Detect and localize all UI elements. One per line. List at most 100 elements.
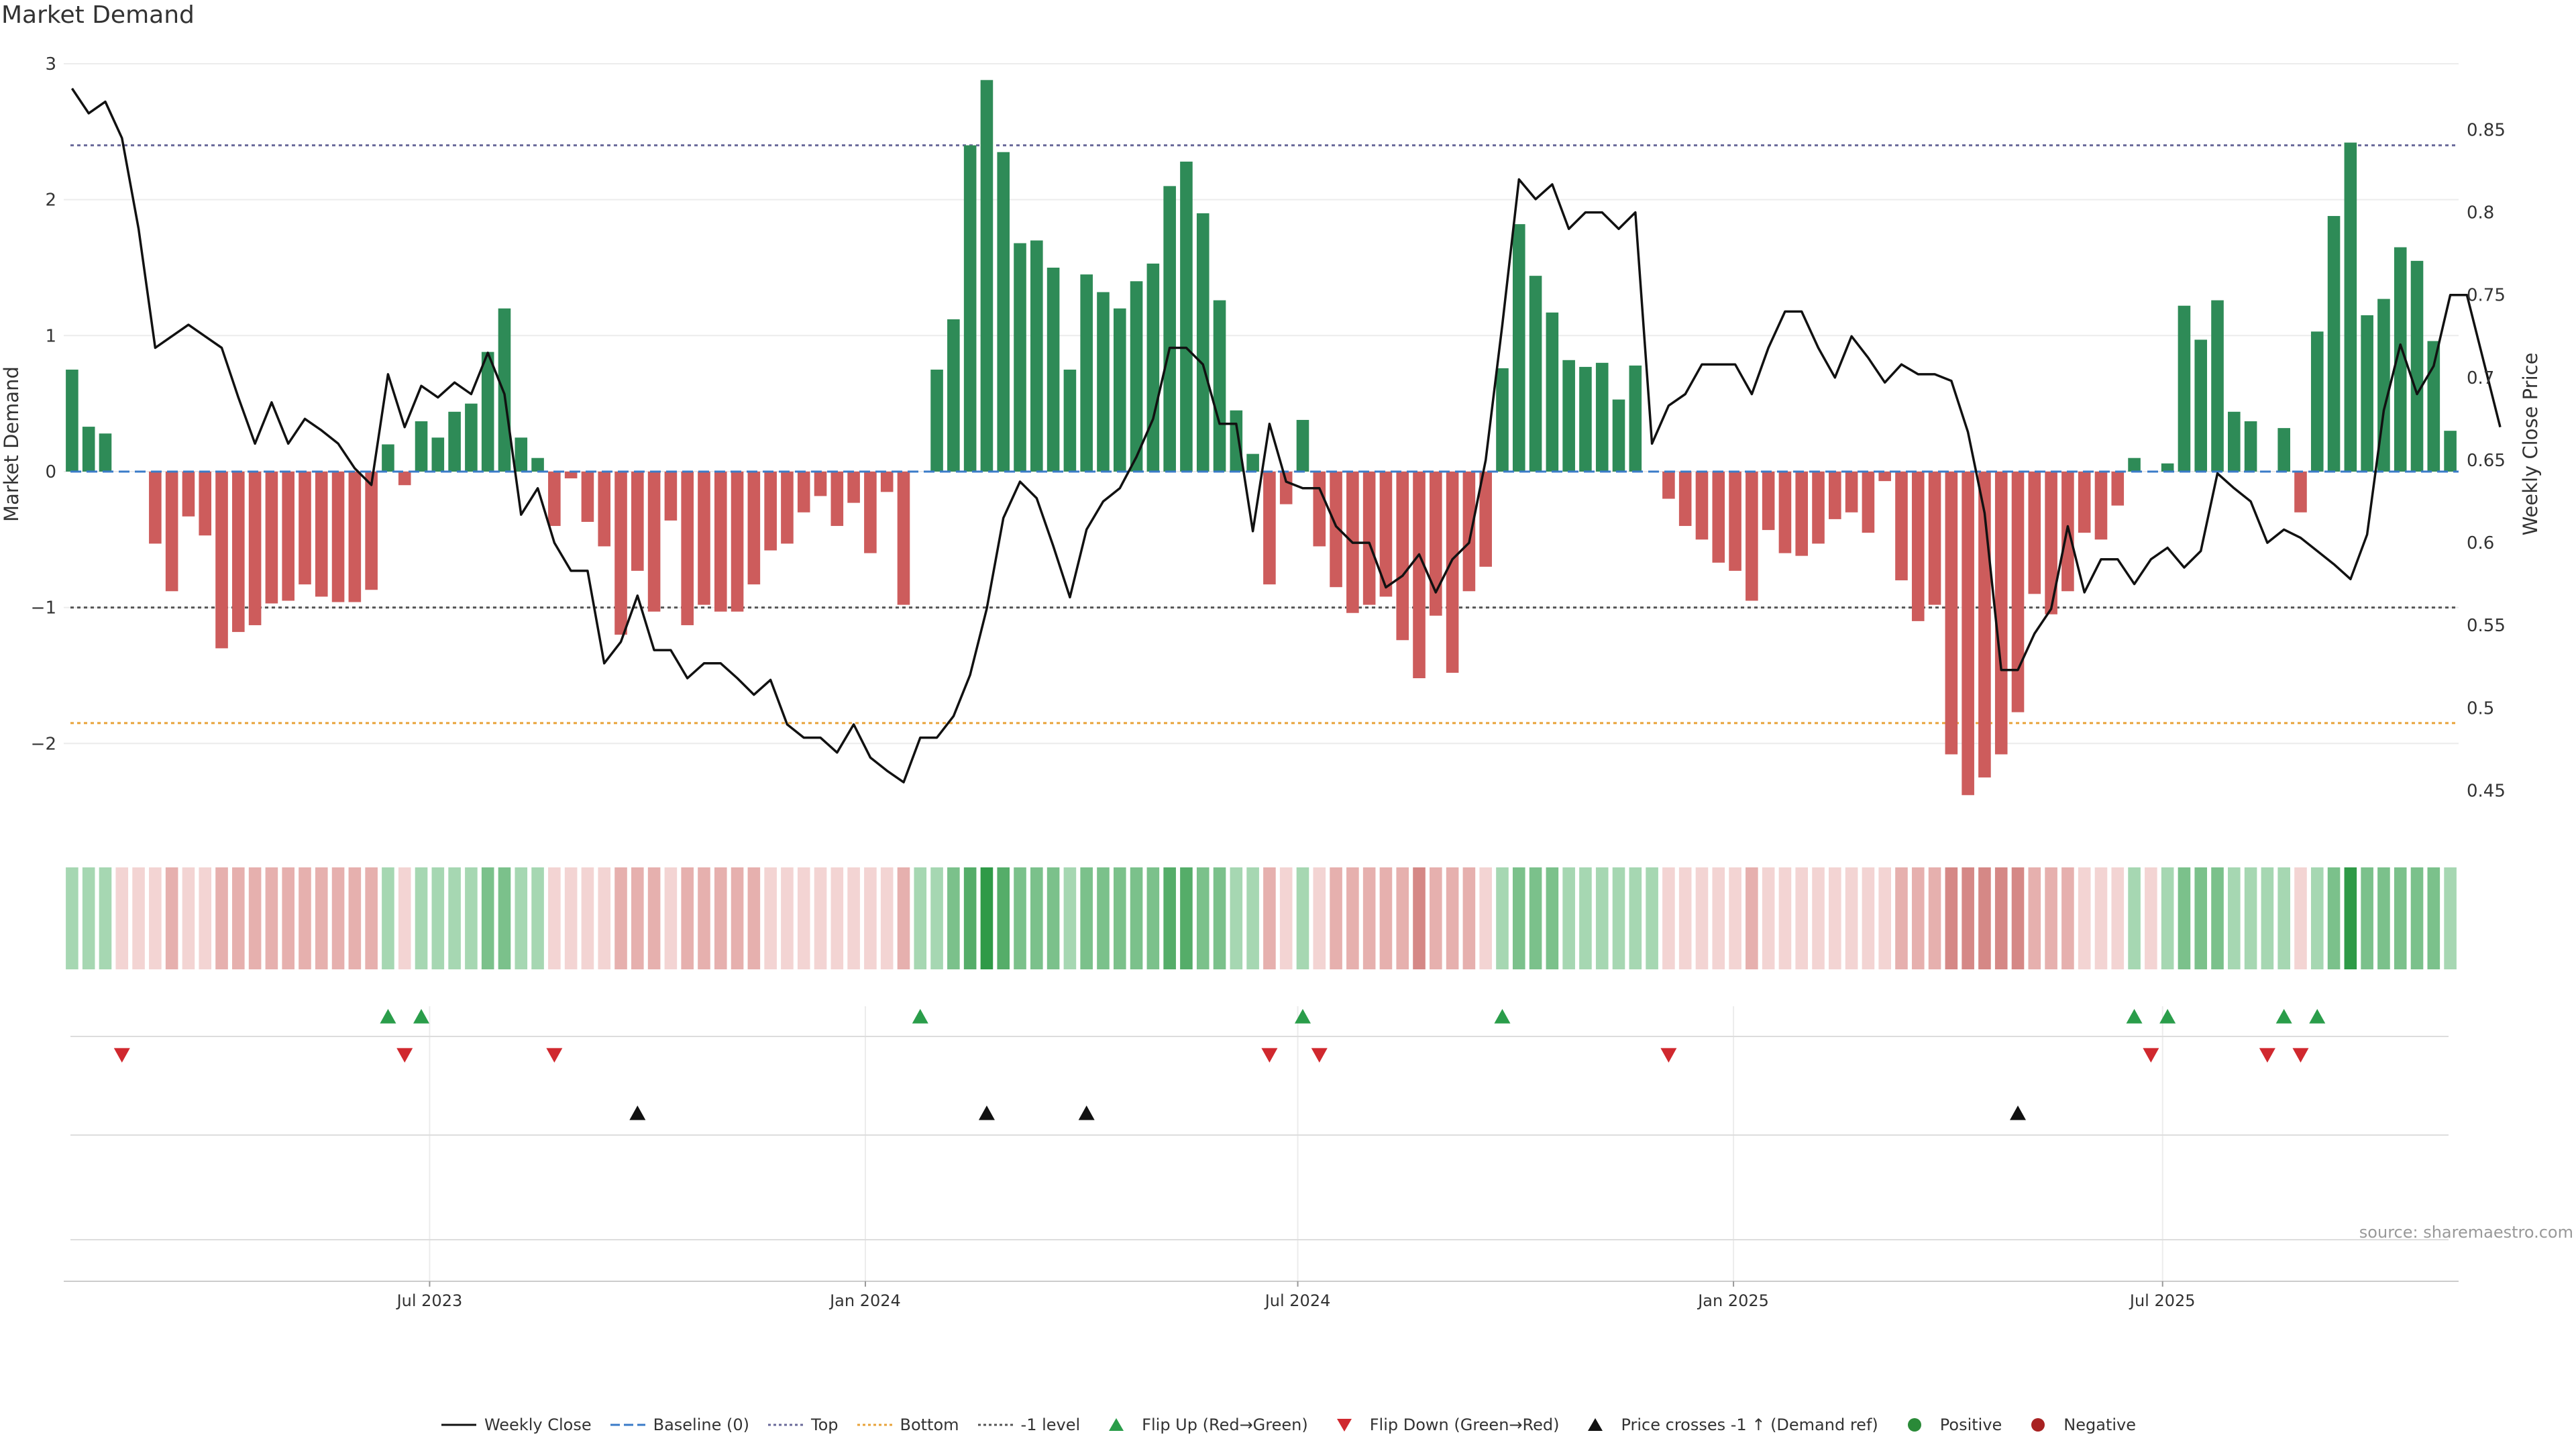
flip-down-marker (2143, 1048, 2159, 1063)
heat-strip-cell (2145, 867, 2157, 969)
heat-strip-cell (1014, 867, 1026, 969)
heat-strip-cell (2228, 867, 2241, 969)
demand-bar-negative (747, 471, 761, 585)
demand-bar-positive (1113, 308, 1126, 472)
heat-strip-cell (1163, 867, 1176, 969)
demand-bar-positive (1146, 263, 1160, 472)
heat-strip-cell (1479, 867, 1492, 969)
legend-item: Flip Up (Red→Green) (1097, 1415, 1308, 1434)
heat-strip-cell (1196, 867, 1210, 969)
heat-strip-cell (1712, 867, 1725, 969)
demand-bar-negative (1712, 471, 1725, 563)
demand-bar-negative (1313, 471, 1326, 547)
price-cross-marker (1078, 1106, 1095, 1120)
heat-strip-cell (1346, 867, 1359, 969)
demand-bar-negative (2094, 471, 2108, 540)
demand-bar-positive (66, 369, 78, 472)
demand-bar-negative (398, 471, 411, 486)
heat-strip-cell (781, 867, 794, 969)
demand-bar-negative (1845, 471, 1858, 513)
demand-bar-negative (182, 471, 195, 517)
legend-label: -1 level (1020, 1415, 1081, 1434)
demand-bar-negative (265, 471, 278, 604)
demand-bar-positive (2277, 428, 2290, 472)
demand-bar-positive (2211, 300, 2224, 472)
y-tick-right: 0.8 (2467, 203, 2494, 223)
legend-symbol-icon (1588, 1418, 1603, 1431)
demand-bar-positive (1546, 312, 1559, 472)
heat-strip-cell (1829, 867, 1841, 969)
flip-down-marker (1311, 1048, 1328, 1063)
heat-strip-cell (431, 867, 445, 969)
heat-strip-cell (248, 867, 262, 969)
demand-bar-negative (830, 471, 844, 527)
y-tick-right: 0.85 (2467, 120, 2506, 140)
demand-bar-negative (631, 471, 644, 571)
heat-strip-cell (1562, 867, 1575, 969)
heat-strip-cell (1413, 867, 1426, 969)
demand-bar-negative (1962, 471, 1974, 796)
demand-bar-positive (1163, 186, 1176, 472)
demand-bar-positive (1030, 240, 1043, 472)
demand-bar-negative (215, 471, 228, 649)
heat-strip-cell (2261, 867, 2274, 969)
heat-strip-cell (149, 867, 162, 969)
heat-strip-cell (1113, 867, 1126, 969)
demand-bar-negative (1362, 471, 1376, 605)
heat-strip-cell (2427, 867, 2440, 969)
demand-bar-positive (1579, 366, 1592, 472)
demand-bar-negative (1812, 471, 1825, 544)
demand-bar-positive (1046, 267, 1060, 472)
demand-bar-negative (315, 471, 328, 597)
demand-bar-positive (2161, 463, 2174, 472)
heat-strip-cell (2061, 867, 2074, 969)
legend-symbol-icon (610, 1424, 645, 1426)
demand-bar-positive (2394, 247, 2407, 472)
demand-bar-positive (82, 427, 95, 472)
demand-bar-positive (481, 352, 494, 472)
heat-strip-cell (2394, 867, 2407, 969)
heat-strip-cell (847, 867, 860, 969)
legend-label: Weekly Close (484, 1415, 592, 1434)
demand-bar-negative (548, 471, 561, 527)
heat-strip-cell (115, 867, 129, 969)
price-cross-marker (629, 1106, 646, 1120)
demand-bar-negative (880, 471, 894, 492)
y-tick-right: 0.75 (2467, 286, 2506, 306)
heat-strip-cell (1878, 867, 1891, 969)
demand-bar-positive (448, 411, 461, 472)
chart-svg: 3 2 1 0 −1 −2 0.85 0.8 0.75 0.7 0.65 0.6 0.55 0.5 0.45… (0, 54, 2542, 1310)
heat-strip-cell (814, 867, 827, 969)
heat-strip-cell (348, 867, 362, 969)
demand-bar-positive (1130, 281, 1143, 472)
demand-bar-negative (1878, 471, 1891, 482)
demand-bar-positive (465, 403, 478, 472)
demand-bar-negative (564, 471, 578, 479)
x-tick-label: Jan 2025 (1697, 1291, 1769, 1310)
heat-strip-cell (2011, 867, 2025, 969)
y-tick-left: 0 (45, 462, 56, 482)
heat-strip-cell (1246, 867, 1259, 969)
heat-strip-cell (1778, 867, 1792, 969)
demand-bar-negative (814, 471, 827, 496)
flip-down-marker (1660, 1048, 1677, 1063)
heat-strip-cell (1746, 867, 1758, 969)
demand-bar-positive (498, 308, 511, 472)
demand-bar-negative (647, 471, 661, 612)
heat-strip-cell (1945, 867, 1958, 969)
demand-bar-negative (1396, 471, 1409, 641)
heat-strip-cell (1063, 867, 1077, 969)
heat-strip-cell (465, 867, 478, 969)
heat-strip-cell (1646, 867, 1658, 969)
heat-strip-cell (1496, 867, 1509, 969)
demand-bar-positive (1080, 274, 1093, 472)
demand-bar-positive (1213, 300, 1226, 472)
chart-title: Market Demand (1, 1, 195, 29)
heat-strip-cell (830, 867, 844, 969)
heat-strip-cell (681, 867, 694, 969)
flip-up-marker (1294, 1009, 1311, 1024)
heat-strip-cell (66, 867, 78, 969)
demand-bar-negative (1945, 471, 1958, 755)
demand-bar-positive (980, 80, 994, 472)
legend-symbol-icon (441, 1424, 476, 1426)
